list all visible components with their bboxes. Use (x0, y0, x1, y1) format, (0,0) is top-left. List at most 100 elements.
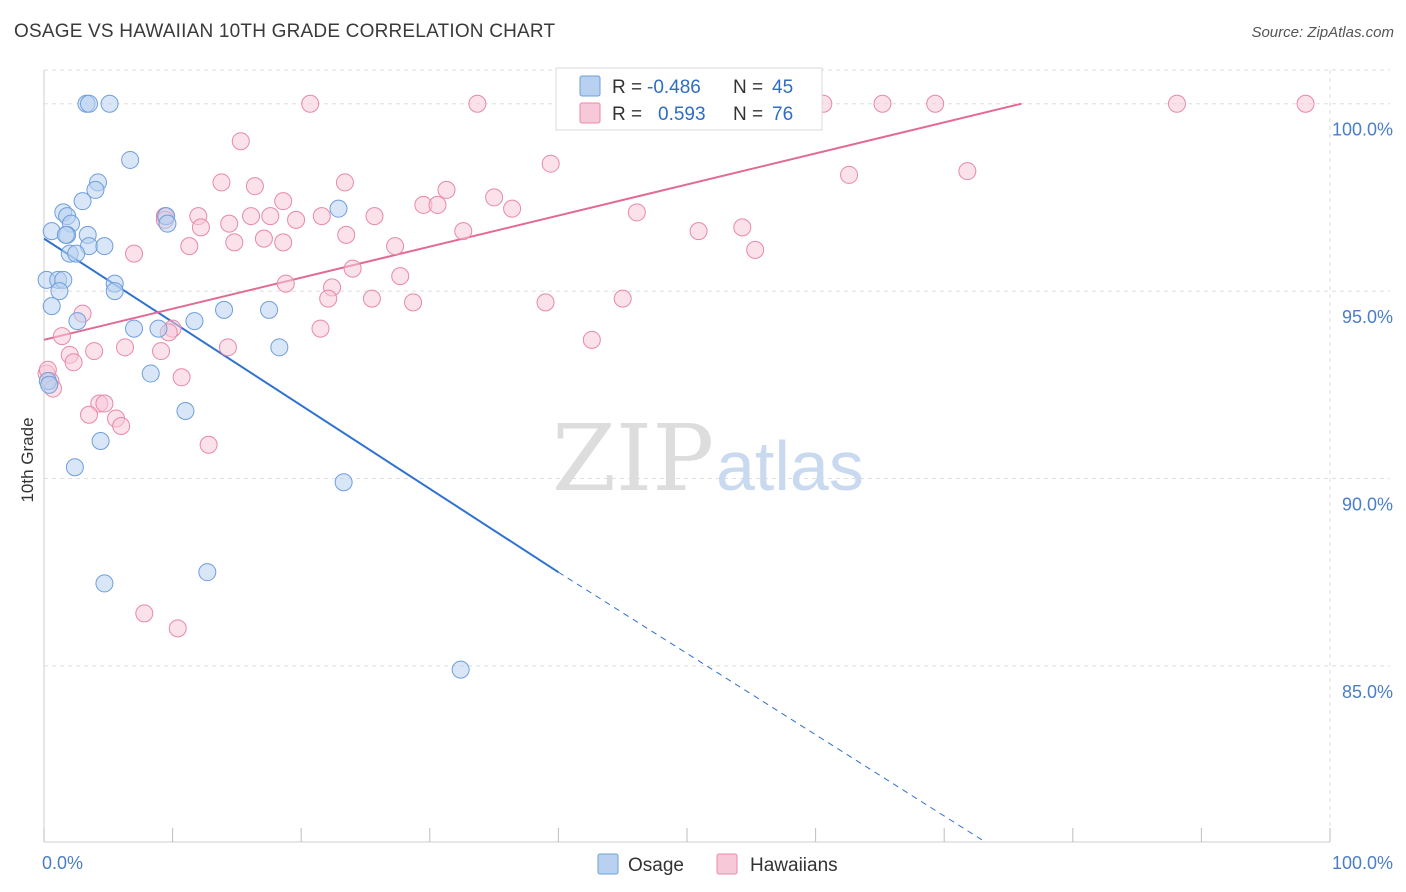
hawaiians-point-16 (274, 192, 293, 211)
bottom-legend-osage-swatch (597, 853, 619, 875)
osage-point-44 (40, 375, 59, 394)
hawaiians-point-8 (541, 154, 560, 173)
osage-point-10 (329, 199, 348, 218)
x-tick-label-1: 100.0% (1332, 853, 1393, 873)
hawaiians-point-30 (191, 218, 210, 237)
x-tick-label-0: 0.0% (42, 853, 83, 873)
hawaiians-point-65 (172, 368, 191, 387)
watermark: ZIP atlas (552, 405, 864, 512)
bottom-legend-hawaiians-label: Hawaiians (750, 855, 838, 876)
hawaiians-point-43 (391, 267, 410, 286)
osage-point-5 (86, 180, 105, 199)
trend-lines (43, 102, 1022, 843)
hawaiians-point-12 (245, 177, 264, 196)
legend-osage-r-value: -0.486 (647, 77, 701, 98)
hawaiians-point-44 (276, 274, 295, 293)
chart-title: OSAGE VS HAWAIIAN 10TH GRADE CORRELATION… (14, 21, 556, 42)
osage-point-39 (65, 458, 84, 477)
osage-point-30 (68, 312, 87, 331)
hawaiians-point-67 (95, 394, 114, 413)
hawaiians-point-29 (287, 210, 306, 229)
hawaiians-point-31 (689, 222, 708, 241)
osage-point-29 (185, 312, 204, 331)
hawaiians-point-13 (335, 173, 354, 192)
osage-point-26 (105, 282, 124, 301)
legend-osage-swatch (579, 75, 601, 97)
hawaiians-point-0 (301, 94, 320, 113)
gridlines (44, 69, 1390, 842)
hawaiians-point-49 (404, 293, 423, 312)
hawaiians-point-59 (152, 342, 171, 361)
osage-trend-extension (558, 571, 986, 843)
watermark-zip: ZIP (552, 405, 714, 512)
y-tick-labels: 85.0% 90.0% 95.0% 100.0% (1332, 120, 1393, 702)
hawaiians-point-32 (733, 218, 752, 237)
hawaiians-point-70 (112, 417, 131, 436)
hawaiians-point-24 (261, 207, 280, 226)
hawaiians-point-35 (254, 229, 273, 248)
osage-point-34 (270, 338, 289, 357)
hawaiians-point-42 (343, 259, 362, 278)
legend-hawaiians-r-value: 0.593 (658, 104, 706, 125)
y-tick-label-0: 85.0% (1342, 682, 1393, 702)
source-label: Source: ZipAtlas.com (1251, 24, 1394, 41)
osage-point-2 (100, 94, 119, 113)
osage-point-42 (95, 574, 114, 593)
hawaiians-point-34 (454, 222, 473, 241)
hawaiians-point-56 (582, 330, 601, 349)
osage-point-28 (260, 300, 279, 319)
osage-point-1 (80, 94, 99, 113)
watermark-atlas: atlas (716, 427, 864, 505)
osage-point-3 (121, 150, 140, 169)
correlation-legend: R = -0.486 N = 45 R = 0.593 N = 76 (555, 67, 823, 131)
hawaiians-point-46 (362, 289, 381, 308)
hawaiians-point-18 (428, 195, 447, 214)
hawaiians-point-27 (220, 214, 239, 233)
osage-point-25 (50, 282, 69, 301)
hawaiians-point-5 (1167, 94, 1186, 113)
legend-hawaiians-swatch (579, 102, 601, 124)
hawaiians-point-41 (125, 244, 144, 263)
osage-points (37, 94, 470, 679)
osage-point-43 (451, 660, 470, 679)
hawaiians-point-58 (116, 338, 135, 357)
hawaiians-point-57 (218, 338, 237, 357)
legend-hawaiians-n-label: N = (733, 104, 763, 125)
hawaiians-point-6 (1296, 94, 1315, 113)
osage-point-33 (215, 300, 234, 319)
series-legend: Osage Hawaiians (597, 853, 838, 876)
osage-point-20 (67, 244, 86, 263)
osage-point-38 (91, 432, 110, 451)
osage-point-41 (198, 563, 217, 582)
hawaiians-point-39 (386, 237, 405, 256)
osage-point-37 (176, 402, 195, 421)
hawaiians-point-73 (168, 619, 187, 638)
hawaiians-point-3 (873, 94, 892, 113)
hawaiians-point-7 (231, 132, 250, 151)
hawaiians-trend-line (43, 102, 1022, 341)
axes (43, 70, 1331, 843)
osage-point-16 (56, 225, 75, 244)
hawaiians-point-48 (536, 293, 555, 312)
hawaiians-point-10 (958, 162, 977, 181)
hawaiians-point-4 (926, 94, 945, 113)
legend-hawaiians-r-label: R = (612, 104, 642, 125)
hawaiians-points (37, 94, 1315, 638)
hawaiians-point-37 (225, 233, 244, 252)
hawaiians-point-54 (311, 319, 330, 338)
x-tick-labels: 0.0% 100.0% (42, 853, 1393, 873)
hawaiians-point-26 (365, 207, 384, 226)
hawaiians-point-14 (437, 180, 456, 199)
hawaiians-point-9 (840, 165, 859, 184)
osage-point-6 (73, 192, 92, 211)
hawaiians-point-62 (64, 353, 83, 372)
hawaiians-point-25 (312, 207, 331, 226)
hawaiians-point-36 (274, 233, 293, 252)
osage-point-32 (149, 319, 168, 338)
hawaiians-point-68 (80, 405, 99, 424)
osage-point-12 (158, 214, 177, 233)
hawaiians-point-71 (199, 435, 218, 454)
legend-osage-r-label: R = (612, 77, 642, 98)
osage-point-31 (125, 319, 144, 338)
